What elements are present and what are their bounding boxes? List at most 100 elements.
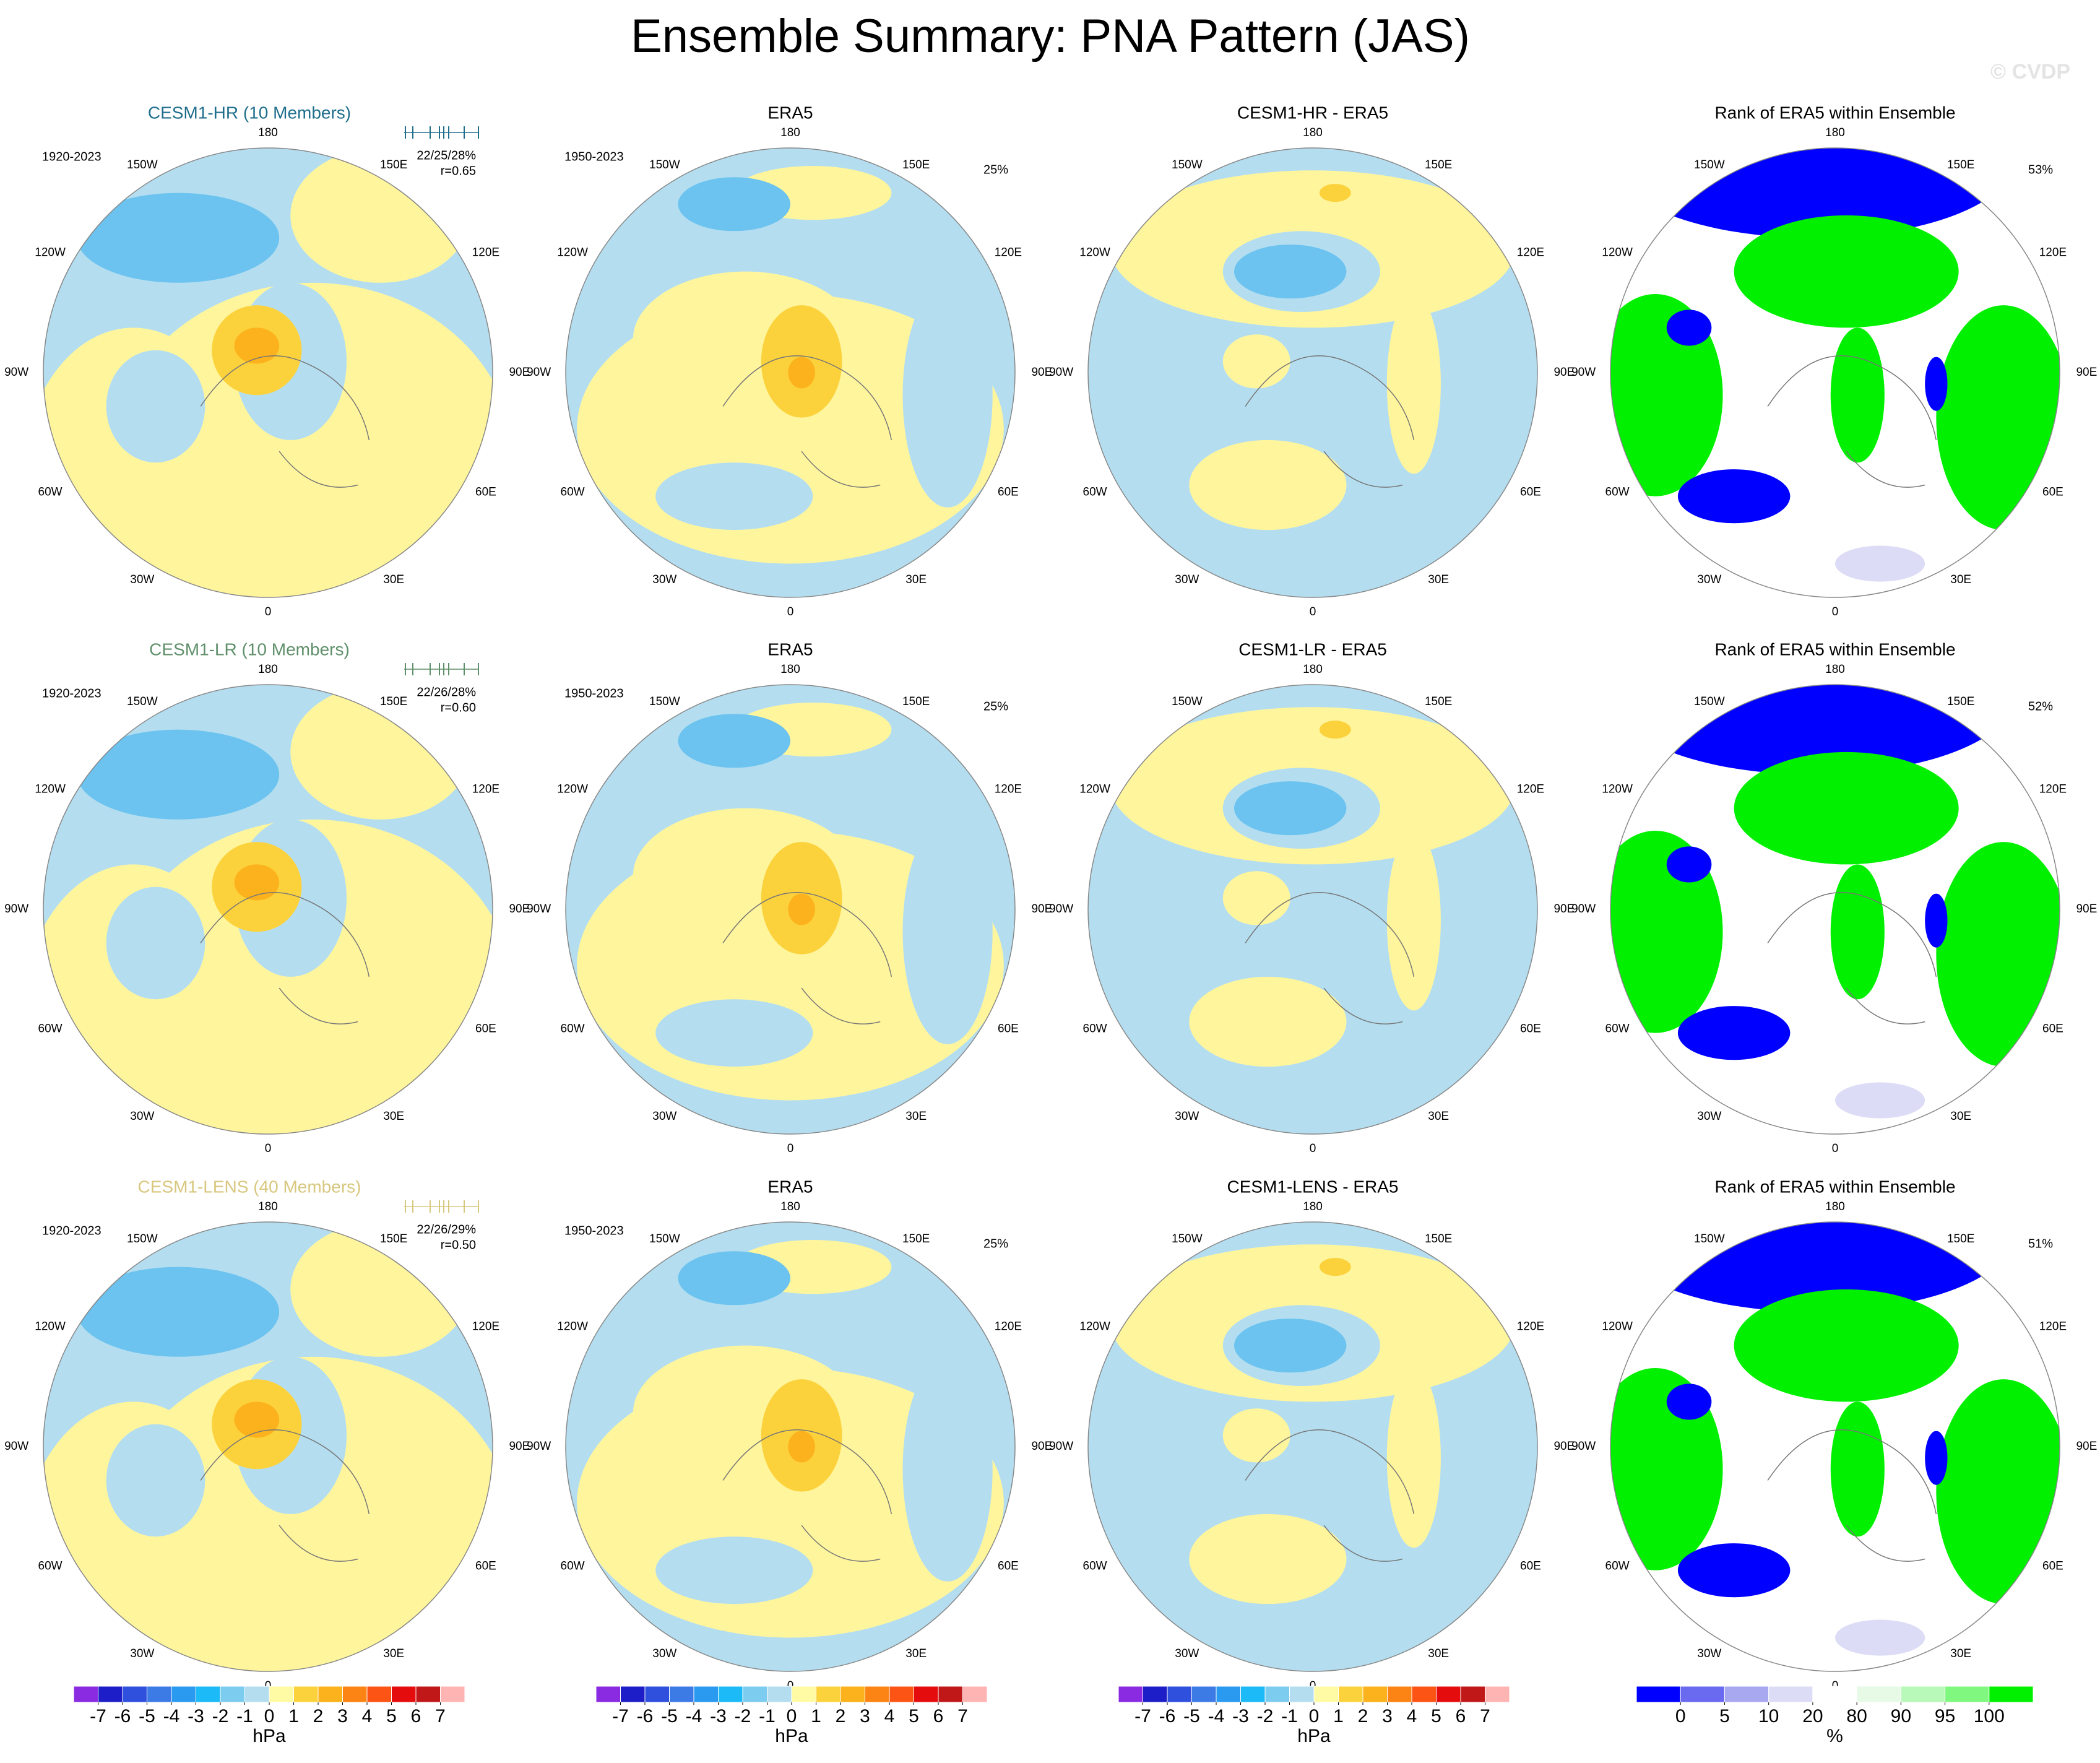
longitude-label: 90E xyxy=(2076,1440,2097,1453)
coastline xyxy=(722,355,892,488)
colorbar-label: 6 xyxy=(933,1706,944,1726)
map xyxy=(43,685,493,1134)
coastline xyxy=(200,892,370,1024)
panel-title: Rank of ERA5 within Ensemble xyxy=(1714,103,1955,122)
field-contour xyxy=(788,893,815,925)
longitude-label: 30W xyxy=(1697,573,1721,586)
longitude-label: 150W xyxy=(127,1232,158,1245)
field-contour xyxy=(77,1267,280,1357)
field-contour xyxy=(1610,1222,2015,1312)
longitude-label: 180 xyxy=(1825,126,1845,139)
field-contour xyxy=(788,1431,815,1463)
colorbar-label: -4 xyxy=(686,1706,702,1726)
colorbar-label: 5 xyxy=(909,1706,919,1726)
longitude-label: 60W xyxy=(1605,1023,1630,1036)
colorbar-box xyxy=(391,1686,417,1703)
colorbar-label: -1 xyxy=(759,1706,776,1726)
longitude-label: 60W xyxy=(1083,1560,1107,1573)
colorbar-label: 100 xyxy=(1974,1706,2005,1726)
longitude-label: 60E xyxy=(2042,486,2063,499)
longitude-label: 60E xyxy=(475,1023,496,1036)
longitude-label: 30W xyxy=(652,1110,676,1123)
period-label: 1920-2023 xyxy=(42,687,102,700)
colorbar-label: -1 xyxy=(1281,1706,1298,1726)
colorbar-unit: hPa xyxy=(775,1726,808,1746)
longitude-label: 180 xyxy=(780,1200,800,1213)
field-contour xyxy=(1234,781,1347,836)
field-contour xyxy=(106,1424,205,1537)
longitude-label: 60W xyxy=(561,486,585,499)
field-contour xyxy=(1925,893,1948,948)
map xyxy=(1088,1222,1537,1671)
map-border xyxy=(1087,147,1538,598)
longitude-label: 120E xyxy=(995,1320,1022,1333)
coastline xyxy=(722,1429,892,1562)
longitude-label: 60E xyxy=(998,1560,1019,1573)
colorbar-label: -2 xyxy=(735,1706,751,1726)
field-contour xyxy=(1835,1619,1925,1656)
colorbar-label: -4 xyxy=(1208,1706,1225,1726)
longitude-label: 30E xyxy=(1428,1110,1449,1123)
field-contour xyxy=(678,1251,790,1306)
field-contour xyxy=(1666,1384,1712,1420)
colorbar-box xyxy=(767,1686,792,1703)
longitude-label: 150W xyxy=(1172,695,1203,708)
colorbar-unit: hPa xyxy=(1297,1726,1331,1746)
map xyxy=(566,148,1015,597)
field-contour xyxy=(1234,245,1347,299)
field-contour xyxy=(1234,1319,1347,1373)
colorbar-box xyxy=(791,1686,816,1703)
colorbar-box xyxy=(1724,1686,1769,1703)
field-contour xyxy=(1677,1543,1791,1598)
colorbar-box xyxy=(366,1686,392,1703)
colorbar-box xyxy=(1118,1686,1143,1703)
field-contour xyxy=(1677,1006,1791,1060)
colorbar-box xyxy=(440,1686,465,1703)
panel-title: ERA5 xyxy=(767,103,813,122)
longitude-label: 60E xyxy=(1520,1560,1541,1573)
colorbar-box xyxy=(742,1686,767,1703)
field-contour xyxy=(1610,685,2015,775)
longitude-label: 180 xyxy=(258,1200,278,1213)
longitude-label: 120W xyxy=(35,783,66,796)
colorbar-box xyxy=(1191,1686,1217,1703)
map-border xyxy=(43,147,493,598)
colorbar-label: -7 xyxy=(612,1706,629,1726)
longitude-label: 0 xyxy=(787,1142,794,1155)
colorbar-box xyxy=(1436,1686,1461,1703)
longitude-label: 60W xyxy=(38,486,63,499)
longitude-label: 120W xyxy=(1602,1320,1633,1333)
coastline xyxy=(1245,892,1415,1024)
longitude-label: 120E xyxy=(2039,783,2067,796)
colorbar-label: 20 xyxy=(1802,1706,1823,1726)
colorbar-label: -7 xyxy=(1134,1706,1151,1726)
colorbar-label: 6 xyxy=(411,1706,421,1726)
longitude-label: 90E xyxy=(1553,1440,1575,1453)
longitude-label: 60W xyxy=(1605,486,1630,499)
colorbar-box xyxy=(1387,1686,1412,1703)
colorbar-label: -5 xyxy=(1183,1706,1200,1726)
colorbar-box xyxy=(244,1686,270,1703)
panel-title: CESM1-LR (10 Members) xyxy=(149,639,350,659)
longitude-label: 90W xyxy=(4,366,28,379)
field-contour xyxy=(1189,1514,1347,1605)
longitude-label: 120W xyxy=(557,783,588,796)
field-contour xyxy=(1734,215,1959,328)
watermark: © CVDP xyxy=(1990,60,2070,84)
colorbar-box xyxy=(1945,1686,1990,1703)
longitude-label: 150E xyxy=(1425,695,1452,708)
field-contour xyxy=(655,1536,813,1605)
colorbar-box xyxy=(620,1686,646,1703)
coastline xyxy=(1767,892,1937,1024)
longitude-label: 150E xyxy=(902,1232,930,1245)
colorbar-box xyxy=(1411,1686,1437,1703)
longitude-label: 0 xyxy=(787,605,794,618)
longitude-label: 60W xyxy=(1605,1560,1630,1573)
field-contour xyxy=(1319,1258,1351,1276)
field-contour xyxy=(788,357,815,389)
field-contour xyxy=(1319,721,1351,739)
longitude-label: 60W xyxy=(561,1560,585,1573)
colorbar-box xyxy=(1900,1686,1946,1703)
colorbar-label: 7 xyxy=(1480,1706,1490,1726)
colorbar-box xyxy=(1313,1686,1339,1703)
